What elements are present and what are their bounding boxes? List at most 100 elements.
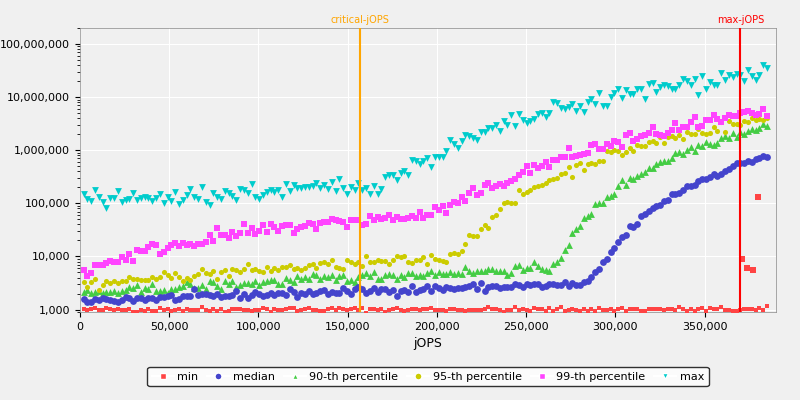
Point	[554, 171, 567, 177]
Point	[394, 254, 407, 260]
Point	[161, 292, 174, 299]
Point	[386, 272, 399, 278]
Point	[677, 306, 690, 312]
Point	[681, 78, 694, 84]
Point	[199, 199, 212, 205]
Point	[261, 306, 274, 312]
Point	[310, 289, 323, 296]
Point	[425, 164, 438, 170]
Point	[666, 86, 678, 92]
Point	[345, 306, 358, 312]
Point	[253, 307, 266, 313]
Point	[658, 307, 670, 314]
Point	[146, 198, 158, 204]
Point	[214, 196, 227, 202]
Point	[612, 239, 625, 246]
Point	[673, 127, 686, 134]
Point	[562, 145, 575, 151]
Point	[291, 226, 304, 232]
Point	[341, 224, 354, 231]
Point	[722, 134, 735, 141]
Point	[501, 199, 514, 205]
Point	[367, 259, 380, 265]
Point	[531, 306, 544, 312]
Point	[333, 218, 346, 224]
Point	[127, 285, 140, 291]
Point	[547, 157, 560, 164]
Point	[524, 282, 537, 288]
Point	[589, 201, 602, 208]
Point	[429, 272, 442, 278]
Point	[746, 73, 758, 79]
Point	[474, 225, 487, 232]
Point	[436, 258, 449, 264]
Point	[314, 185, 326, 191]
Point	[203, 271, 216, 277]
Point	[150, 288, 162, 294]
Point	[757, 106, 770, 112]
Point	[585, 306, 598, 312]
Point	[604, 192, 617, 199]
Point	[108, 307, 121, 313]
Point	[93, 288, 106, 294]
Point	[520, 120, 533, 126]
Point	[715, 304, 728, 310]
Point	[436, 287, 449, 293]
Point	[89, 276, 102, 282]
Point	[96, 199, 109, 205]
Point	[199, 306, 212, 313]
Point	[211, 308, 224, 314]
Point	[662, 83, 674, 89]
Point	[646, 306, 659, 312]
Point	[608, 191, 621, 197]
Point	[367, 285, 380, 291]
Point	[578, 167, 590, 174]
Point	[394, 170, 407, 177]
Point	[463, 283, 476, 290]
Point	[100, 278, 113, 284]
Point	[295, 224, 308, 230]
Point	[554, 105, 567, 111]
Point	[498, 200, 510, 206]
Point	[597, 259, 610, 266]
Point	[600, 256, 613, 262]
Point	[558, 154, 571, 160]
Point	[226, 292, 239, 298]
Point	[177, 196, 190, 203]
Point	[150, 308, 162, 314]
Point	[681, 124, 694, 130]
Point	[264, 308, 277, 315]
Point	[692, 142, 705, 148]
Point	[272, 228, 285, 234]
Point	[89, 186, 102, 193]
Point	[291, 294, 304, 300]
Point	[466, 307, 479, 313]
Point	[627, 176, 640, 182]
Point	[218, 232, 231, 239]
Point	[650, 203, 662, 209]
Point	[322, 274, 334, 280]
Point	[550, 156, 563, 163]
Point	[707, 81, 720, 88]
Point	[658, 198, 670, 204]
Point	[146, 274, 158, 280]
Point	[742, 108, 754, 114]
Point	[302, 262, 315, 268]
Point	[322, 218, 334, 225]
Point	[528, 184, 541, 190]
Point	[310, 226, 323, 232]
Point	[207, 268, 220, 274]
Point	[96, 290, 109, 296]
Point	[222, 273, 235, 279]
Point	[692, 126, 705, 132]
Point	[646, 165, 659, 171]
Point	[761, 115, 774, 122]
Point	[382, 288, 395, 295]
Point	[684, 306, 697, 312]
Point	[138, 194, 151, 200]
Point	[134, 248, 147, 254]
Point	[447, 286, 460, 292]
Point	[272, 266, 285, 273]
Point	[582, 308, 594, 314]
Point	[111, 280, 124, 286]
